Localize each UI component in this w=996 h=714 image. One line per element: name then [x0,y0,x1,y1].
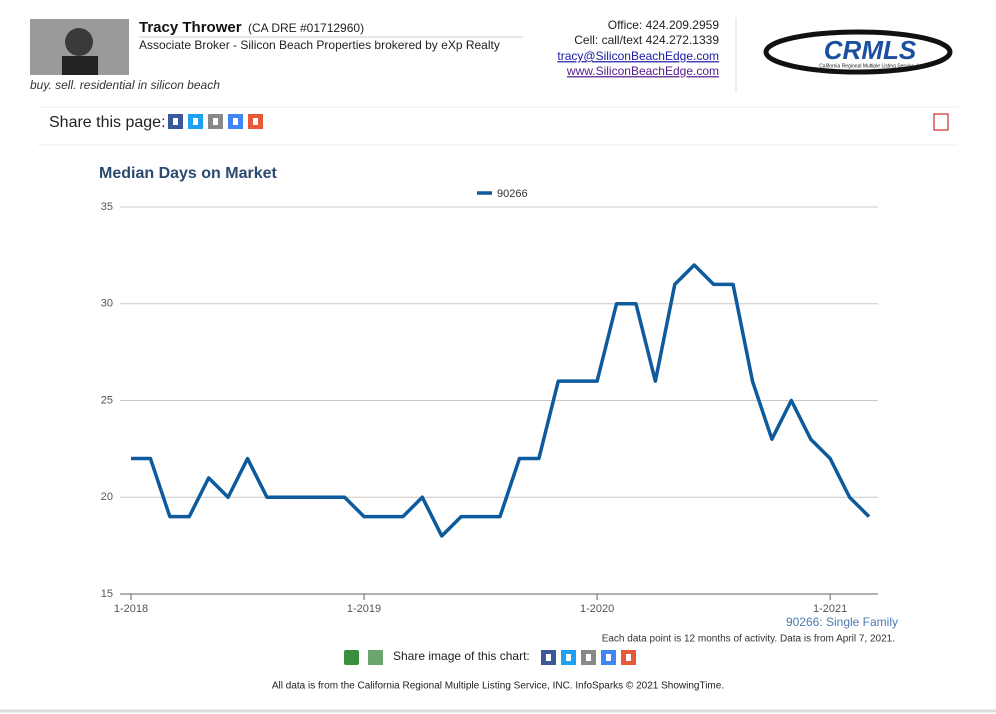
role: Associate Broker - Silicon Beach Propert… [139,38,500,52]
photo-figure [65,28,93,56]
logo-subtitle: California Regional Multiple Listing Ser… [819,63,925,69]
share-page-label: Share this page: [49,114,166,131]
x-tick-label: 1-2021 [813,603,847,615]
chart-note: Each data point is 12 months of activity… [602,634,895,645]
cell-phone: Cell: call/text 424.272.1339 [574,33,719,47]
series-line [131,263,871,538]
email-link[interactable]: tracy@SiliconBeachEdge.com [557,49,719,63]
chart: 15 20 25 30 35 1-2018 1-2019 1-2020 1-2021 90266 [101,188,878,615]
footer: All data is from the California Regional… [272,681,724,692]
excel-icon[interactable] [368,650,383,665]
license: (CA DRE #01712960) [248,21,364,35]
share-glyph [626,654,631,661]
share-glyph [193,118,198,125]
x-tick-label: 1-2018 [114,603,148,615]
share-glyph [253,118,258,125]
website-link[interactable]: www.SiliconBeachEdge.com [566,64,719,78]
y-tick-label: 15 [101,588,113,600]
share-icon[interactable] [344,650,359,665]
share-chart-label: Share image of this chart: [393,649,530,663]
chart-subtitle: 90266: Single Family [786,615,898,629]
y-tick-label: 25 [101,394,113,406]
share-icons [541,650,636,665]
tagline: buy. sell. residential in silicon beach [30,78,220,92]
y-tick-label: 30 [101,298,113,310]
x-tick-label: 1-2020 [580,603,614,615]
y-tick-label: 35 [101,201,113,213]
share-glyph [213,118,218,125]
logo-text: CRMLS [824,35,917,65]
pdf-icon[interactable] [933,113,949,131]
share-glyph [233,118,238,125]
share-glyph [606,654,611,661]
share-glyph [586,654,591,661]
legend-label: 90266 [497,188,528,200]
share-glyph [566,654,571,661]
x-tick-label: 1-2019 [347,603,381,615]
y-tick-label: 20 [101,491,113,503]
share-glyph [173,118,178,125]
share-glyph [546,654,551,661]
photo-figure [62,56,98,75]
logo-swoosh [763,29,953,75]
office-phone: Office: 424.209.2959 [608,18,720,32]
share-icons [168,114,263,129]
chart-title: Median Days on Market [99,165,278,182]
agent-name: Tracy Thrower [139,19,242,36]
